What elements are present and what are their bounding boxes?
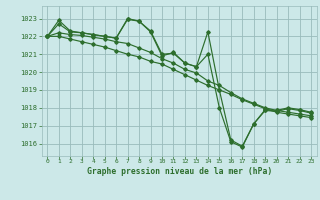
- X-axis label: Graphe pression niveau de la mer (hPa): Graphe pression niveau de la mer (hPa): [87, 167, 272, 176]
